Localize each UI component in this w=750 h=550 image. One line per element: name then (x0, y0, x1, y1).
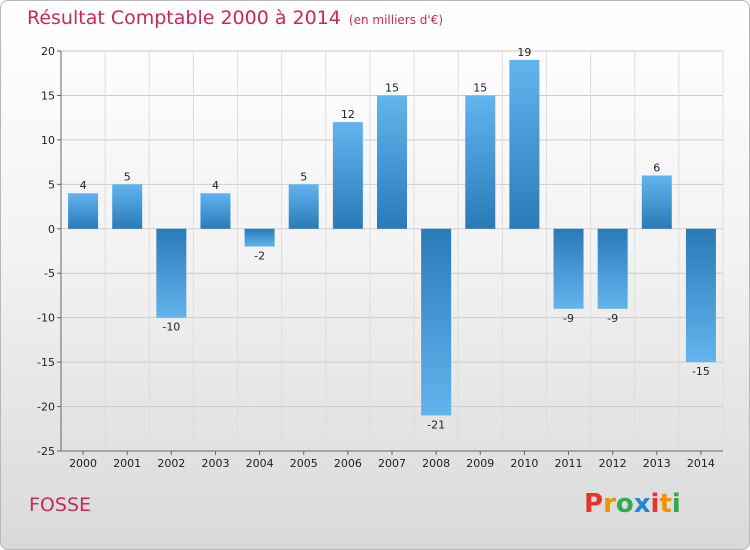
data-label-2002: -10 (162, 321, 180, 334)
y-tick-label: 15 (41, 89, 55, 102)
x-tick-label: 2013 (643, 457, 671, 470)
x-tick-label: 2007 (378, 457, 406, 470)
data-label-2006: 12 (341, 108, 355, 121)
bar-2006 (332, 122, 363, 229)
data-label-2009: 15 (473, 81, 487, 94)
logo-letter: o (615, 489, 634, 519)
y-tick-label: 20 (41, 45, 55, 58)
bars (68, 59, 716, 416)
bar-2011 (553, 228, 584, 309)
logo-letter: P (584, 489, 604, 519)
logo-letter: r (603, 489, 616, 519)
chart-title-text: Résultat Comptable 2000 à 2014 (27, 7, 341, 29)
y-tick-label: -20 (37, 401, 55, 414)
data-label-2003: 4 (212, 179, 219, 192)
logo-letter: t (659, 489, 672, 519)
x-tick-label: 2012 (599, 457, 627, 470)
x-tick-label: 2000 (69, 457, 97, 470)
bar-2002 (156, 228, 187, 318)
bar-2004 (244, 228, 275, 247)
data-label-2014: -15 (692, 365, 710, 378)
data-label-2012: -9 (607, 312, 618, 325)
data-label-2011: -9 (563, 312, 574, 325)
bar-2008 (421, 228, 452, 416)
x-tick-label: 2009 (466, 457, 494, 470)
data-label-2010: 19 (517, 46, 531, 59)
x-tick-label: 2011 (555, 457, 583, 470)
x-tick-label: 2001 (113, 457, 141, 470)
data-label-2004: -2 (254, 250, 265, 263)
x-tick-label: 2010 (510, 457, 538, 470)
x-tick-label: 2005 (290, 457, 318, 470)
y-tick-label: -25 (37, 445, 55, 458)
bar-2001 (112, 184, 143, 229)
x-tick-label: 2006 (334, 457, 362, 470)
bar-2014 (685, 228, 716, 363)
y-tick-label: -10 (37, 312, 55, 325)
bar-2000 (68, 193, 99, 229)
bar-2009 (465, 95, 496, 229)
x-tick-label: 2002 (157, 457, 185, 470)
y-tick-label: 0 (48, 223, 55, 236)
bar-2013 (641, 175, 672, 229)
bar-2007 (377, 95, 407, 229)
x-tick-label: 2014 (687, 457, 715, 470)
proxiti-logo: Proxiti (584, 489, 681, 519)
data-labels: 4 5 -10 4 -2 5 12 15 -21 15 19 -9 -9 6 -15 (80, 46, 710, 432)
data-label-2000: 4 (80, 179, 87, 192)
data-label-2008: -21 (427, 418, 445, 431)
logo-letter: i (671, 489, 681, 519)
commune-name: FOSSE (29, 494, 92, 516)
data-label-2005: 5 (300, 170, 307, 183)
logo-letter: x (633, 489, 651, 519)
data-label-2007: 15 (385, 81, 399, 94)
chart-unit: (en milliers d'€) (348, 13, 444, 27)
x-tick-label: 2008 (422, 457, 450, 470)
chart-title: Résultat Comptable 2000 à 2014 (en millie… (27, 7, 443, 29)
x-tick-label: 2003 (201, 457, 229, 470)
y-tick-label: 5 (48, 178, 55, 191)
y-tick-label: -15 (37, 356, 55, 369)
y-tick-label: 10 (41, 134, 55, 147)
bar-2005 (288, 184, 319, 229)
data-label-2013: 6 (653, 161, 660, 174)
y-tick-label: -5 (44, 267, 55, 280)
bar-2012 (597, 228, 628, 309)
bar-2003 (200, 193, 231, 229)
x-tick-label: 2004 (246, 457, 274, 470)
logo-letter: i (650, 489, 660, 519)
data-label-2001: 5 (124, 170, 131, 183)
bar-2010 (509, 59, 540, 229)
